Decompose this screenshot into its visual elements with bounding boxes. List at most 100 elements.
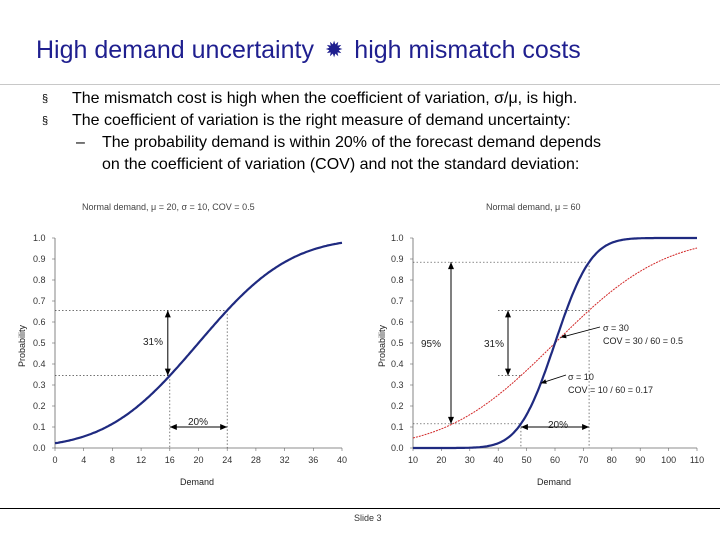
horizontal-percent-label: 20%: [188, 417, 208, 428]
y-tick-label: 0.4: [391, 359, 404, 369]
x-tick-label: 0: [52, 455, 57, 465]
y-tick-label: 0.7: [33, 296, 46, 306]
y-tick-label: 0.2: [391, 401, 404, 411]
y-tick-label: 0.0: [33, 443, 46, 453]
chart-title: Normal demand, μ = 60: [486, 202, 580, 212]
y-axis-label: Probability: [377, 324, 387, 367]
bullet-text: The coefficient of variation is the righ…: [72, 112, 571, 129]
sub-bullet-item: – The probability demand is within 20% o…: [42, 132, 601, 176]
x-tick-label: 20: [193, 455, 203, 465]
x-axis-label: Demand: [537, 477, 571, 487]
bullet-marker: §: [42, 115, 49, 127]
x-tick-label: 80: [607, 455, 617, 465]
arrow-head: [448, 416, 454, 424]
arrow-head: [505, 310, 511, 318]
annotation-arrows: [448, 262, 601, 430]
y-tick-label: 0.5: [391, 338, 404, 348]
x-tick-label: 60: [550, 455, 560, 465]
x-tick-label: 8: [110, 455, 115, 465]
y-tick-label: 0.3: [391, 380, 404, 390]
x-tick-label: 40: [493, 455, 503, 465]
pointer-shaft: [560, 326, 601, 338]
y-tick-label: 0.9: [391, 254, 404, 264]
x-tick-label: 110: [690, 455, 704, 465]
x-tick-label: 36: [308, 455, 318, 465]
x-tick-label: 70: [578, 455, 588, 465]
sub-bullet-marker: –: [76, 134, 85, 151]
sigma30-label: σ = 30: [603, 323, 629, 333]
x-tick-labels: 0 4 8 12 16 20 24 28 32 36 40: [52, 448, 347, 465]
bullet-list: § The mismatch cost is high when the coe…: [42, 88, 601, 176]
x-axis-label: Demand: [180, 477, 214, 487]
bullet-item: § The coefficient of variation is the ri…: [42, 110, 601, 132]
y-tick-label: 0.2: [33, 401, 46, 411]
x-tick-labels: 10 20 30 40 50 60 70 80 90 100 110: [408, 448, 704, 465]
x-tick-label: 90: [635, 455, 645, 465]
x-tick-label: 24: [222, 455, 232, 465]
y-tick-label: 0.5: [33, 338, 46, 348]
sub-bullet-line-1: The probability demand is within 20% of …: [102, 134, 601, 151]
x-tick-label: 40: [337, 455, 347, 465]
x-tick-label: 32: [280, 455, 290, 465]
y-tick-label: 1.0: [33, 233, 46, 243]
series-cdf-line: [54, 241, 343, 445]
y-tick-label: 0.3: [33, 380, 46, 390]
y-tick-label: 0.4: [33, 359, 46, 369]
slide-number: Slide 3: [354, 513, 382, 523]
title-divider: [0, 84, 720, 85]
cov10-label: COV = 10 / 60 = 0.17: [568, 385, 653, 395]
chart-title: Normal demand, μ = 20, σ = 10, COV = 0.5: [82, 202, 255, 212]
pointer-head: [560, 333, 567, 339]
y-tick-label: 0.6: [391, 317, 404, 327]
pointer-head: [540, 379, 547, 384]
y-tick-label: 0.7: [391, 296, 404, 306]
arrow-head: [220, 424, 228, 430]
x-tick-label: 100: [661, 455, 676, 465]
y-tick-labels: 0.0 0.1 0.2 0.3 0.4 0.5 0.6 0.7 0.8 0.9 1.0: [391, 233, 413, 453]
title-right: high mismatch costs: [354, 36, 581, 64]
series-sigma10-line: [413, 236, 697, 450]
arrow-head: [164, 368, 171, 376]
footer-divider: [0, 508, 720, 509]
series-sigma30-line: [412, 247, 698, 439]
y-axis-label: Probability: [17, 324, 27, 367]
bullet-item: § The mismatch cost is high when the coe…: [42, 88, 601, 110]
arrow-head: [448, 262, 454, 270]
x-tick-label: 4: [81, 455, 86, 465]
y-tick-label: 0.1: [33, 422, 46, 432]
arrow-head: [169, 424, 177, 430]
reference-lines: [55, 310, 228, 448]
title-left: High demand uncertainty: [36, 36, 314, 64]
reference-lines: [413, 261, 590, 448]
x-tick-label: 16: [165, 455, 175, 465]
right-cdf-chart: Normal demand, μ = 60 0.0 0.1 0.2 0.3 0.4 0.5…: [377, 202, 704, 487]
y-tick-label: 0.9: [33, 254, 46, 264]
x-tick-label: 10: [408, 455, 418, 465]
cov30-label: COV = 30 / 60 = 0.5: [603, 336, 683, 346]
page-title: High demand uncertainty ✹ high mismatch …: [36, 36, 581, 65]
x-tick-label: 20: [436, 455, 446, 465]
bullet-text: The mismatch cost is high when the coeff…: [72, 90, 578, 107]
x-tick-label: 30: [465, 455, 475, 465]
big-percent-label: 95%: [421, 339, 441, 350]
sub-bullet-line-2: on the coefficient of variation (COV) an…: [102, 156, 580, 173]
horizontal-percent-label: 20%: [548, 420, 568, 431]
y-tick-labels: 0.0 0.1 0.2 0.3 0.4 0.5 0.6 0.7 0.8 0.9 1.0: [33, 233, 55, 453]
x-tick-label: 50: [522, 455, 532, 465]
annotation-arrows: [164, 310, 228, 430]
bullet-marker: §: [42, 93, 49, 105]
left-cdf-chart: Normal demand, μ = 20, σ = 10, COV = 0.5…: [17, 202, 347, 487]
y-tick-label: 0.1: [391, 422, 404, 432]
y-tick-label: 0.8: [33, 275, 46, 285]
x-tick-label: 28: [251, 455, 261, 465]
arrow-head: [505, 368, 511, 376]
arrow-head: [164, 310, 171, 318]
y-tick-label: 0.8: [391, 275, 404, 285]
y-tick-label: 1.0: [391, 233, 404, 243]
arrow-head: [582, 424, 590, 430]
vertical-percent-label: 31%: [143, 337, 163, 348]
x-tick-label: 12: [136, 455, 146, 465]
sigma10-label: σ = 10: [568, 372, 594, 382]
y-tick-label: 0.0: [391, 443, 404, 453]
arrow-head: [520, 424, 528, 430]
